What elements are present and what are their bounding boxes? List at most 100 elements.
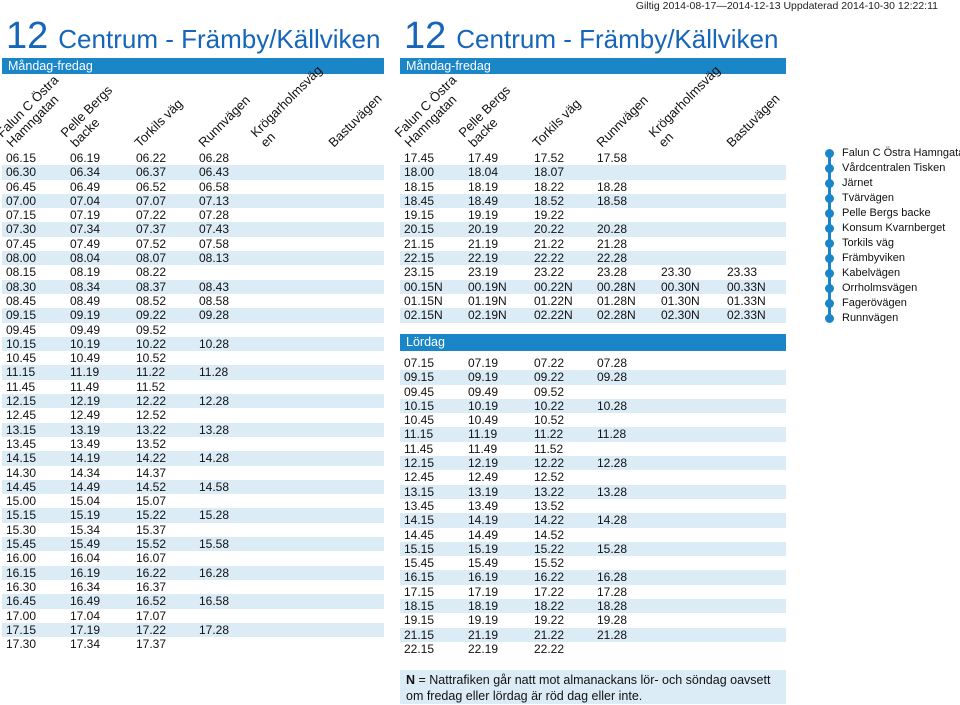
table-row: 17.15 17.19 17.22 17.28 (2, 622, 384, 638)
time-cell: 07.52 (136, 236, 167, 251)
time-cell: 00.15N (404, 279, 443, 294)
time-cell: 06.58 (199, 179, 230, 194)
route-stop-label: Tvärvägen (842, 192, 894, 204)
time-cell: 18.52 (534, 193, 565, 208)
time-cell: 09.45 (6, 322, 37, 337)
table-row: 13.15 13.19 13.22 13.28 (400, 484, 786, 499)
time-cell: 20.28 (597, 222, 628, 237)
time-cell: 12.22 (136, 394, 167, 409)
time-cell: 15.04 (70, 494, 101, 509)
route-stop: Orrholmsvägen (825, 281, 960, 296)
time-cell: 08.45 (6, 293, 37, 308)
time-cell: 10.15 (404, 398, 435, 413)
route-stop: Järnet (825, 176, 960, 191)
time-cell: 18.19 (468, 179, 499, 194)
time-cell: 12.19 (468, 456, 499, 471)
table-row: 07.30 07.34 07.37 07.43 (2, 222, 384, 237)
time-cell: 14.22 (136, 451, 167, 466)
time-cell: 10.28 (597, 398, 628, 413)
table-row: 22.15 22.19 22.22 (400, 642, 786, 656)
time-cell: 15.15 (6, 508, 37, 523)
time-cell: 18.22 (534, 179, 565, 194)
time-cell: 00.33N (727, 279, 766, 294)
time-cell: 08.52 (136, 293, 167, 308)
time-cell: 11.49 (70, 379, 100, 394)
route-stop: Torkils väg (825, 236, 960, 251)
route-stop-label: Runnvägen (842, 312, 899, 324)
time-cell: 16.28 (199, 565, 230, 580)
table-row: 10.15 10.19 10.22 10.28 (400, 398, 786, 414)
time-cell: 22.15 (404, 251, 435, 266)
time-cell: 06.49 (70, 179, 101, 194)
time-cell: 07.04 (70, 193, 101, 208)
time-cell: 16.52 (136, 594, 167, 609)
table-row: 08.45 08.49 08.52 08.58 (2, 294, 384, 308)
table-row: 11.15 11.19 11.22 11.28 (400, 427, 786, 442)
time-cell: 07.15 (404, 356, 435, 370)
table-row: 12.15 12.19 12.22 12.28 (2, 394, 384, 409)
table-row: 15.15 15.19 15.22 15.28 (400, 541, 786, 557)
time-cell: 16.15 (6, 565, 37, 580)
time-cell: 14.45 (404, 527, 435, 542)
stop-dot-icon (825, 149, 834, 158)
table-row: 15.45 15.49 15.52 15.58 (2, 537, 384, 552)
time-cell: 15.52 (534, 556, 565, 571)
time-cell: 14.28 (199, 451, 230, 466)
time-cell: 17.28 (199, 622, 230, 637)
time-cell: 16.19 (70, 565, 101, 580)
route-stop: Tvärvägen (825, 191, 960, 206)
time-cell: 22.28 (597, 251, 628, 266)
table-row: 07.15 07.19 07.22 07.28 (400, 356, 786, 370)
time-cell: 15.49 (468, 556, 499, 571)
time-cell: 14.37 (136, 465, 167, 480)
time-cell: 08.00 (6, 251, 37, 266)
table-row: 15.45 15.49 15.52 (400, 556, 786, 570)
time-cell: 14.15 (404, 513, 435, 528)
time-cell: 17.30 (6, 637, 37, 652)
time-cell: 07.28 (597, 356, 628, 370)
time-cell: 14.22 (534, 513, 565, 528)
time-cell: 09.28 (597, 370, 628, 385)
time-cell: 16.22 (136, 565, 167, 580)
table-row: 16.45 16.49 16.52 16.58 (2, 594, 384, 609)
stop-header-2: Torkils väg (131, 95, 186, 150)
time-cell: 18.22 (534, 599, 565, 614)
time-cell: 01.19N (468, 293, 507, 308)
time-cell: 23.30 (661, 265, 692, 280)
time-cell: 01.22N (534, 293, 573, 308)
stop-dot-icon (825, 209, 834, 218)
time-cell: 17.19 (468, 584, 499, 599)
time-cell: 17.22 (136, 622, 167, 637)
time-cell: 10.49 (70, 351, 101, 366)
time-cell: 16.19 (468, 570, 499, 585)
time-cell: 16.00 (6, 551, 37, 566)
route-stop: Främbyviken (825, 251, 960, 266)
time-cell: 17.07 (136, 608, 167, 623)
table-row: 18.45 18.49 18.52 18.58 (400, 193, 786, 209)
time-cell: 17.22 (534, 584, 565, 599)
table-row: 07.00 07.04 07.07 07.13 (2, 193, 384, 209)
time-cell: 11.52 (136, 379, 166, 394)
time-cell: 02.19N (468, 308, 507, 323)
time-cell: 21.28 (597, 236, 628, 251)
time-cell: 14.30 (6, 465, 37, 480)
time-cell: 08.07 (136, 251, 167, 266)
time-cell: 21.19 (468, 627, 499, 642)
time-cell: 08.49 (70, 293, 101, 308)
time-cell: 01.15N (404, 293, 443, 308)
time-cell: 13.15 (404, 484, 435, 499)
time-cell: 15.15 (404, 541, 435, 556)
time-cell: 15.22 (534, 541, 565, 556)
time-cell: 14.45 (6, 479, 37, 494)
table-row: 10.15 10.19 10.22 10.28 (2, 336, 384, 352)
page-title-right: 12 Centrum - Främby/Källviken (404, 16, 778, 59)
time-cell: 07.00 (6, 193, 37, 208)
table-row: 09.15 09.19 09.22 09.28 (400, 370, 786, 385)
table-row: 16.30 16.34 16.37 (2, 580, 384, 594)
stop-dot-icon (825, 224, 834, 233)
table-row: 02.15N 02.19N 02.22N 02.28N 02.30N 02.33N (400, 308, 786, 323)
time-cell: 13.22 (136, 422, 167, 437)
time-cell: 15.34 (70, 522, 101, 537)
time-cell: 07.37 (136, 222, 167, 237)
line-number: 12 (404, 15, 447, 57)
